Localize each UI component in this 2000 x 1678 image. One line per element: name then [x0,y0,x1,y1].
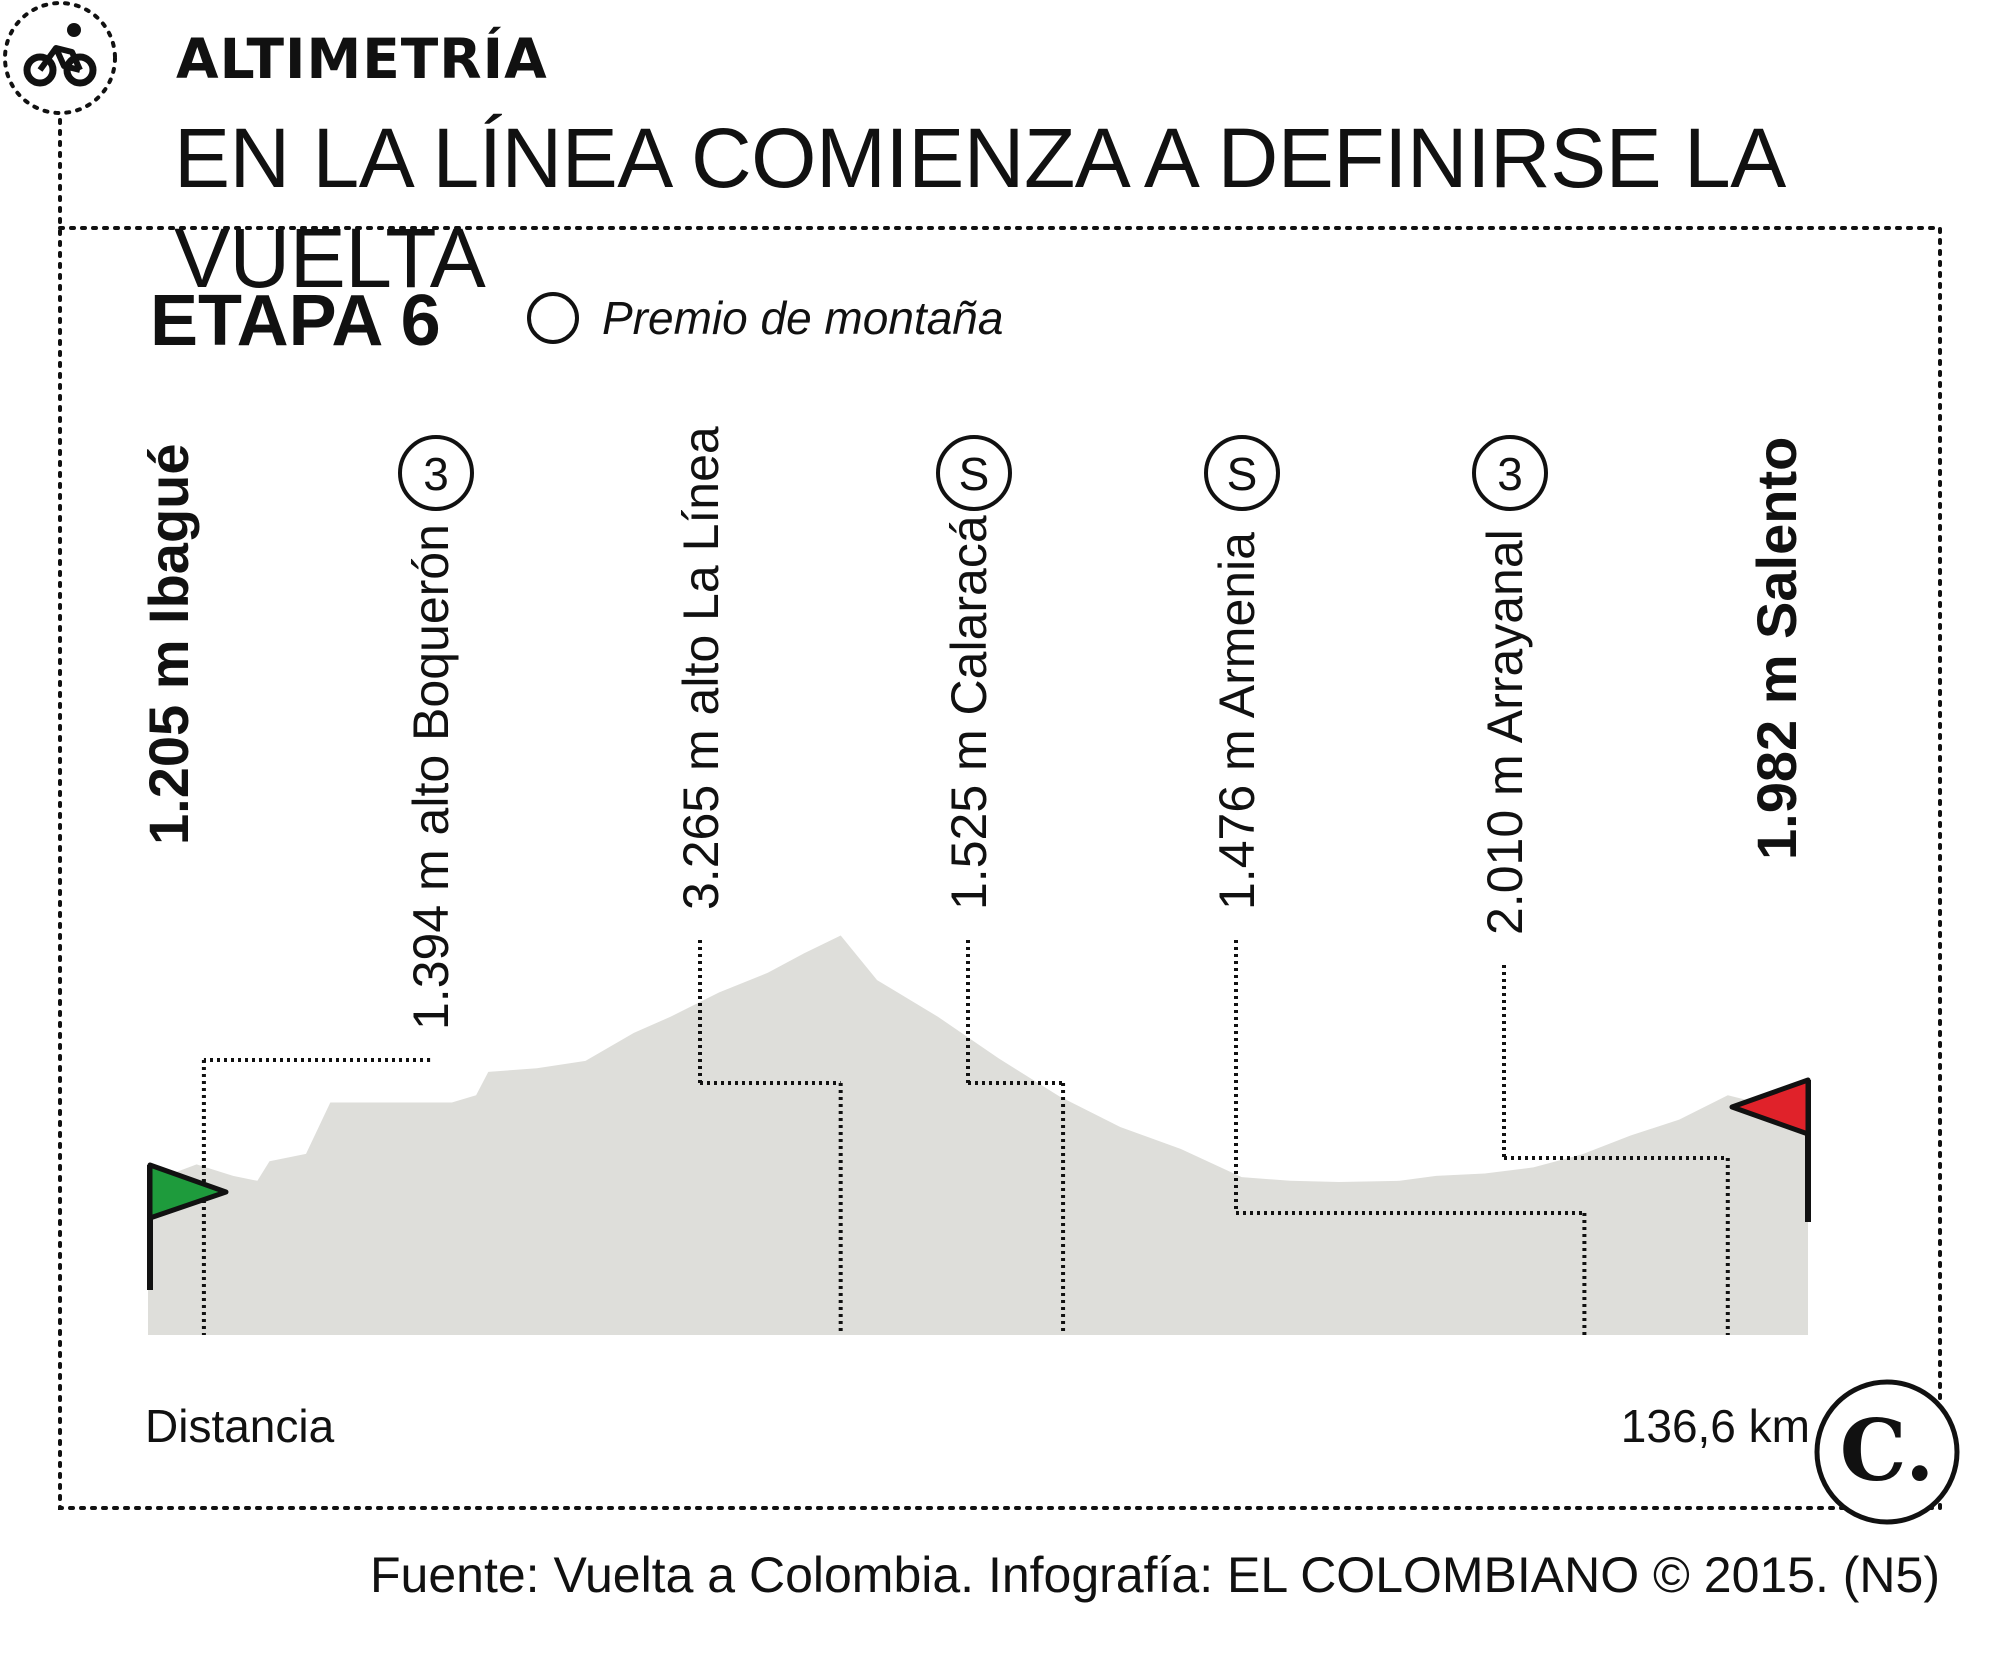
category-circle-icon [398,435,474,511]
chart-title: ETAPA 6 [150,281,441,361]
cyclist-icon [3,1,117,115]
start-flag-icon [147,1162,229,1290]
finish-flag-icon [1729,1077,1811,1222]
headline: EN LA LÍNEA COMIENZA A DEFINIRSE LA VUEL… [174,111,1782,305]
category-label: 3 [423,448,449,500]
point-label: 1.525 m Calaracá [941,515,997,910]
source-credit: Fuente: Vuelta a Colombia. Infografía: E… [370,1547,1940,1603]
legend-circle-icon [527,292,579,344]
section-label: ALTIMETRÍA [176,27,548,91]
legend-label: Premio de montaña [602,292,1003,344]
category-circle-icon [1204,435,1280,511]
point-label: 2.010 m Arrayanal [1477,529,1533,935]
category-circle-icon [936,435,1012,511]
category-label: 3 [1497,448,1523,500]
elevation-profile-area [148,935,1808,1335]
brand-badge: C. [1814,1379,1960,1525]
chart-frame [58,226,1942,1510]
category-badge: 3 [398,435,474,511]
el-colombiano-logo: C. [1812,1377,1962,1527]
category-badge: S [936,435,1012,511]
brand-letter: C. [1840,1401,1935,1500]
category-label: S [1227,448,1258,500]
cyclist-logo [0,0,130,130]
leader-lines [201,940,1730,1335]
point-label: 1.476 m Armenia [1209,532,1265,910]
finish-label: 1.982 m Salento [1745,437,1808,860]
x-axis-label: Distancia [145,1400,335,1452]
category-badge: 3 [1472,435,1548,511]
category-badge: S [1204,435,1280,511]
point-label: 1.394 m alto Boquerón [403,524,459,1030]
start-flag-cloth [147,1162,229,1221]
category-badges: 3 S S 3 [398,435,1548,511]
point-label: 3.265 m alto La Línea [673,426,729,910]
start-label: 1.205 m Ibagué [137,443,200,845]
point-labels: 1.394 m alto Boquerón 3.265 m alto La Lín… [403,426,1533,1030]
x-axis-end-label: 136,6 km [1621,1400,1810,1452]
category-circle-icon [1472,435,1548,511]
category-label: S [959,448,990,500]
finish-flag-cloth [1729,1077,1811,1137]
